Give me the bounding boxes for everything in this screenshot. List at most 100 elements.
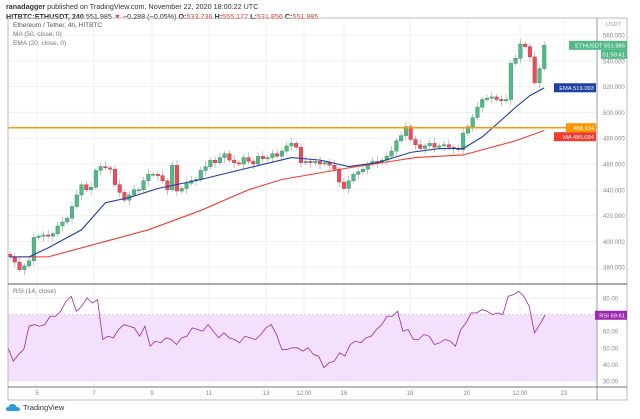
candle-body [542,45,547,69]
candle [489,91,494,104]
candle [356,167,361,180]
hline-badge[interactable]: 488.134 [566,123,596,133]
candle-body [279,150,284,157]
candle-body [12,256,17,263]
candle-body [232,159,237,163]
candle [427,139,432,149]
close-label: C: [284,12,293,21]
candle [422,143,427,154]
legend-ema[interactable]: EMA (20, close, 0) [13,40,67,47]
price-tick-label: 480.000 [603,137,625,143]
candle [523,41,528,50]
time-tick-label: 23 [561,391,568,397]
candle [270,149,275,163]
candle-body [337,168,342,183]
candle-body [270,153,275,158]
candle [294,140,299,150]
last-price-badge[interactable]: ETHUSDT 551.985 [569,40,627,50]
candle [403,121,408,141]
candle [413,135,418,150]
candle [151,171,156,177]
candle-body [89,187,94,191]
candle-body [27,260,32,267]
candle [308,158,313,168]
publisher-name[interactable]: ranadagger [6,2,46,11]
countdown-badge[interactable]: 01:59:41 [601,49,627,59]
candle-body [275,153,280,157]
candle-body [422,145,427,149]
candle-body [465,126,470,134]
candle-body [22,265,27,270]
ema-line [10,87,545,258]
ema-badge[interactable]: EMA 519.093 [554,83,596,93]
candle-body [174,165,179,192]
close-value: 551.985 [292,12,319,21]
candle-body [294,143,299,148]
candle-body [184,183,189,189]
rsi-badge[interactable]: RSI 69.61 [595,310,627,320]
legend-rsi[interactable]: RSI (14, close) [13,288,56,295]
candle-body [246,157,251,162]
candle [155,170,160,181]
low-label: L: [250,12,257,21]
candle-body [470,117,475,127]
candle-body [346,180,351,189]
candle-body [165,180,170,191]
candle-body [527,46,532,58]
rsi-tick-label: 40.00 [603,363,619,369]
candle [170,161,175,193]
price-tick-label: 540.000 [603,59,625,65]
candle [174,160,179,197]
candle [527,42,532,63]
candle-body [160,175,165,181]
candle-body [494,96,499,100]
published-text: published on TradingView.com, November 2… [47,2,259,11]
candle-body [203,166,208,171]
rsi-tick-label: 80.00 [603,297,619,303]
candle-body [179,188,184,192]
countdown-badge-bg [601,49,627,59]
candle-body [537,68,542,83]
publish-info: ranadagger published on TradingView.com,… [6,2,258,11]
candle [418,139,423,152]
candle-body [413,139,418,145]
candle-body [151,174,156,176]
legend-ma[interactable]: MA (50, close, 0) [13,31,62,38]
candle [313,157,318,166]
candle [485,94,490,103]
time-tick-label: 13 [263,391,270,397]
candle [108,165,113,175]
candle-body [318,161,323,165]
candle [408,124,413,143]
candle [251,158,256,170]
candle [79,182,84,201]
candle-body [98,166,103,171]
candle [232,154,237,168]
candle-body [322,162,327,165]
candle-body [155,174,160,176]
candle [394,138,399,157]
tradingview-logo[interactable]: TradingView [6,403,64,412]
candle-body [446,144,451,148]
ma-badge[interactable]: MA 485.094 [554,132,596,142]
candle [504,94,509,104]
candle-body [298,147,303,163]
candle-body [523,43,528,47]
candle-body [427,143,432,147]
candle [132,184,137,198]
candle-body [41,234,46,237]
candle [542,41,547,72]
candle [146,169,151,186]
candle-body [265,157,270,160]
candle [318,156,323,170]
candle [513,54,518,66]
candle-body [399,135,404,141]
candle [227,149,232,163]
candle-body [146,174,151,181]
candle [27,256,32,269]
price-tick-label: 380.000 [603,266,625,272]
candle [50,231,55,242]
time-tick-label: 7 [92,391,96,397]
candle-body [356,171,361,175]
